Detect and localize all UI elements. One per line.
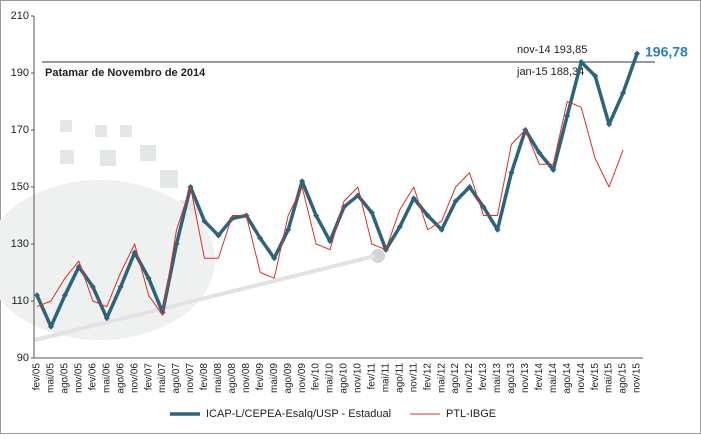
point-marker	[578, 59, 585, 66]
x-tick-label: nov/12	[464, 363, 475, 393]
point-marker	[438, 226, 445, 233]
point-marker	[424, 212, 431, 219]
x-tick-label: fev/11	[367, 363, 378, 390]
x-tick-label: nov/05	[74, 363, 85, 393]
x-tick-label: fev/06	[87, 363, 98, 391]
y-tick-label: 170	[11, 124, 29, 136]
y-tick-label: 130	[11, 238, 29, 250]
x-tick-label: mai/06	[101, 363, 112, 393]
annotation: jan-15 188,34	[516, 66, 584, 78]
x-tick-label: mai/14	[548, 363, 559, 393]
x-tick-label: nov/11	[408, 363, 419, 393]
x-tick-label: mai/12	[436, 363, 447, 393]
point-marker	[550, 166, 557, 173]
x-tick-label: fev/12	[422, 363, 433, 391]
point-marker	[480, 203, 487, 210]
reference-label: Patamar de Novembro de 2014	[45, 67, 206, 79]
x-tick-label: mai/08	[213, 363, 224, 393]
point-marker	[34, 292, 40, 299]
annotation: nov-14 193,85	[517, 44, 587, 56]
x-tick-label: fev/13	[478, 363, 489, 391]
x-tick-label: mai/09	[269, 363, 280, 393]
x-tick-label: ago/11	[394, 363, 405, 393]
point-marker	[61, 292, 68, 299]
point-marker	[117, 283, 124, 290]
x-tick-label: ago/05	[60, 363, 71, 394]
x-tick-label: nov/08	[241, 363, 252, 393]
legend-label: PTL-IBGE	[446, 408, 496, 420]
y-tick-label: 210	[11, 10, 29, 22]
x-tick-label: mai/07	[157, 363, 168, 393]
x-tick-label: nov/13	[520, 363, 531, 393]
point-marker	[257, 235, 264, 242]
point-marker	[592, 72, 599, 79]
x-tick-label: fev/15	[590, 363, 601, 391]
point-marker	[564, 112, 571, 119]
y-tick-label: 150	[11, 181, 29, 193]
point-marker	[606, 121, 613, 128]
series-line	[36, 101, 624, 316]
point-marker	[396, 223, 403, 230]
x-tick-label: ago/10	[339, 363, 350, 394]
point-marker	[299, 178, 306, 185]
x-tick-label: fev/05	[32, 363, 43, 391]
point-marker	[452, 198, 459, 205]
x-tick-label: fev/09	[255, 363, 266, 391]
point-marker	[634, 50, 640, 57]
x-tick-label: fev/14	[534, 363, 545, 391]
x-tick-label: ago/13	[506, 363, 517, 394]
point-marker	[103, 315, 110, 322]
y-tick-label: 190	[11, 67, 29, 79]
y-tick-label: 90	[17, 352, 29, 364]
annotation: 196,78	[645, 44, 688, 60]
x-tick-label: fev/08	[199, 363, 210, 391]
point-marker	[215, 232, 222, 239]
point-marker	[173, 241, 180, 247]
point-marker	[410, 195, 417, 202]
point-marker	[620, 89, 627, 96]
x-tick-label: nov/09	[297, 363, 308, 393]
x-tick-label: mai/15	[604, 363, 615, 393]
x-tick-label: ago/09	[283, 363, 294, 394]
point-marker	[285, 226, 292, 233]
x-tick-label: nov/06	[129, 363, 140, 393]
point-marker	[327, 238, 334, 245]
point-marker	[201, 218, 208, 225]
point-marker	[536, 149, 543, 156]
decoration	[34, 254, 376, 342]
x-tick-label: ago/07	[171, 363, 182, 394]
x-tick-label: mai/10	[325, 363, 336, 393]
point-marker	[494, 226, 501, 233]
point-marker	[47, 323, 54, 330]
x-tick-label: ago/08	[227, 363, 238, 394]
x-tick-label: nov/10	[353, 363, 364, 393]
y-tick-label: 110	[11, 295, 29, 307]
point-marker	[145, 275, 152, 282]
x-tick-label: ago/12	[450, 363, 461, 394]
legend-label: ICAP-L/CEPEA-Esalq/USP - Estadual	[206, 408, 391, 420]
point-marker	[466, 184, 473, 190]
x-tick-label: ago/06	[115, 363, 126, 394]
point-marker	[368, 209, 375, 216]
x-tick-label: ago/15	[618, 363, 629, 394]
x-tick-label: mai/11	[380, 363, 391, 393]
point-marker	[508, 169, 515, 176]
x-tick-label: ago/14	[562, 363, 573, 394]
x-tick-label: nov/15	[632, 363, 643, 393]
point-marker	[271, 255, 278, 262]
x-tick-label: fev/10	[311, 363, 322, 391]
decoration	[0, 120, 385, 340]
point-marker	[89, 283, 96, 290]
x-tick-label: nov/14	[576, 363, 587, 393]
x-tick-label: mai/13	[492, 363, 503, 393]
x-tick-label: fev/07	[143, 363, 154, 391]
point-marker	[313, 212, 320, 219]
x-tick-label: nov/07	[185, 363, 196, 393]
x-tick-label: mai/05	[46, 363, 57, 393]
